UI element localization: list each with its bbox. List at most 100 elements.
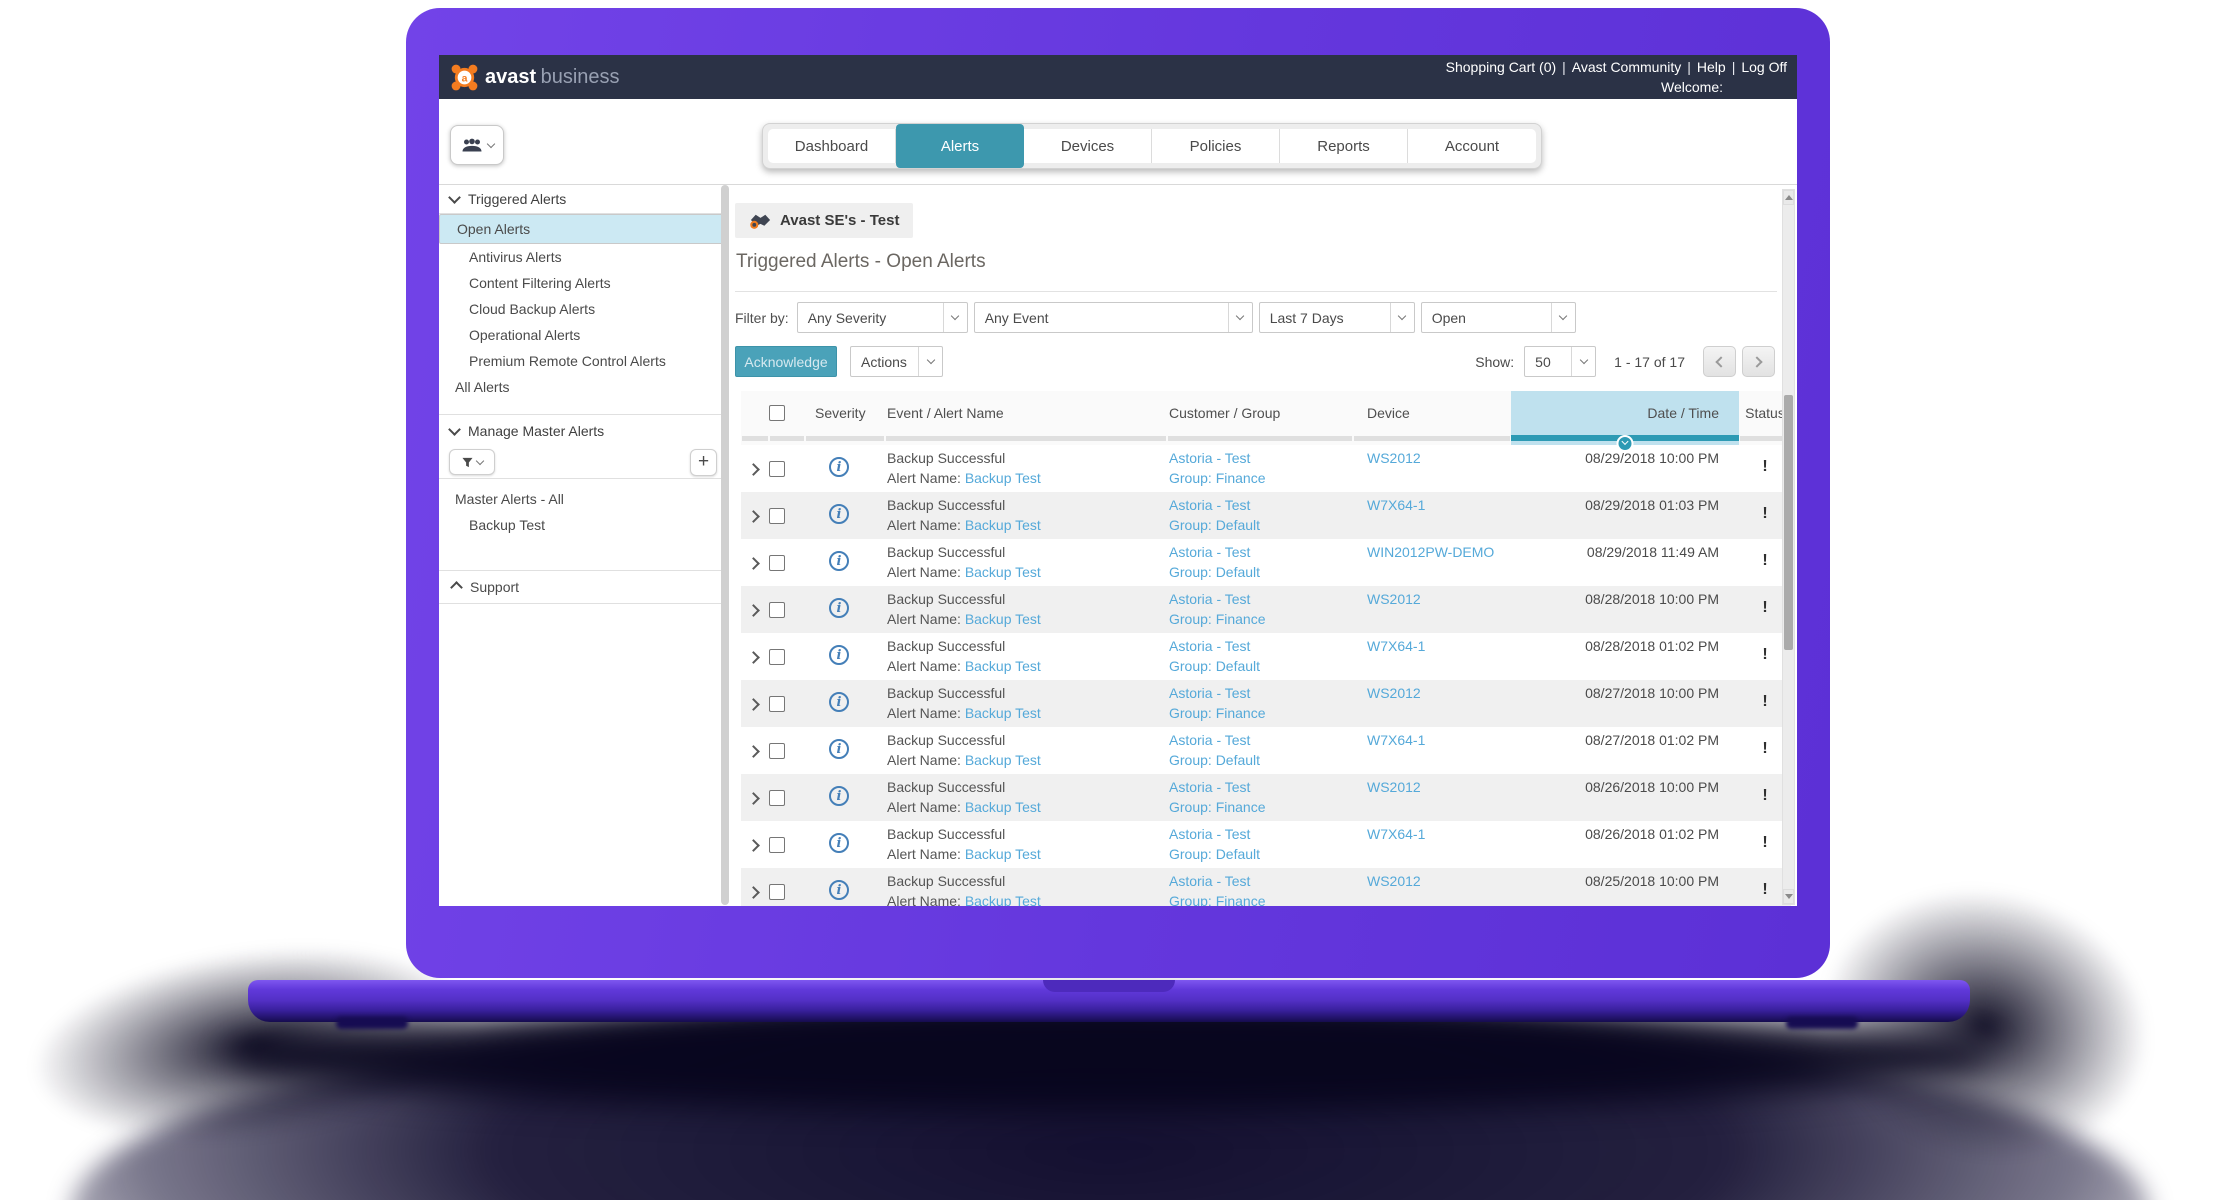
- header-severity[interactable]: Severity: [805, 391, 885, 445]
- sidebar-section-support[interactable]: Support: [439, 570, 729, 604]
- sort-indicator-icon[interactable]: [1616, 435, 1634, 452]
- row-checkbox[interactable]: [769, 649, 785, 665]
- row-checkbox[interactable]: [769, 837, 785, 853]
- severity-info-icon[interactable]: i: [829, 692, 849, 712]
- device-link[interactable]: W7X64-1: [1367, 497, 1426, 513]
- severity-info-icon[interactable]: i: [829, 598, 849, 618]
- group-link[interactable]: Group: Finance: [1169, 470, 1266, 486]
- device-link[interactable]: W7X64-1: [1367, 826, 1426, 842]
- filter-period-select[interactable]: Last 7 Days: [1258, 302, 1415, 333]
- tab-alerts[interactable]: Alerts: [896, 124, 1024, 168]
- group-link[interactable]: Group: Finance: [1169, 799, 1266, 815]
- alert-name-link[interactable]: Backup Test: [964, 799, 1041, 815]
- alert-name-link[interactable]: Backup Test: [964, 517, 1041, 533]
- customer-link[interactable]: Astoria - Test: [1169, 779, 1251, 795]
- device-link[interactable]: WS2012: [1367, 873, 1421, 889]
- row-checkbox[interactable]: [769, 602, 785, 618]
- customer-link[interactable]: Astoria - Test: [1169, 732, 1251, 748]
- group-link[interactable]: Group: Default: [1169, 752, 1261, 768]
- alert-name-link[interactable]: Backup Test: [964, 846, 1041, 862]
- group-link[interactable]: Group: Default: [1169, 846, 1261, 862]
- row-checkbox[interactable]: [769, 461, 785, 477]
- sidebar-item-antivirus-alerts[interactable]: Antivirus Alerts: [469, 249, 562, 265]
- organization-selector-button[interactable]: [450, 125, 504, 165]
- nav-link-log-off[interactable]: Log Off: [1741, 58, 1787, 75]
- filter-status-select[interactable]: Open: [1420, 302, 1576, 333]
- alert-name-link[interactable]: Backup Test: [964, 611, 1041, 627]
- row-expand-chevron-icon[interactable]: [747, 463, 760, 476]
- header-date-time-sorted[interactable]: Date / Time: [1511, 391, 1739, 452]
- next-page-button[interactable]: [1742, 346, 1775, 377]
- row-checkbox[interactable]: [769, 508, 785, 524]
- scrollbar-thumb[interactable]: [1784, 395, 1793, 650]
- group-link[interactable]: Group: Default: [1169, 658, 1261, 674]
- row-checkbox[interactable]: [769, 884, 785, 900]
- alert-name-link[interactable]: Backup Test: [964, 893, 1041, 906]
- header-customer-group[interactable]: Customer / Group: [1167, 391, 1353, 445]
- filter-severity-select[interactable]: Any Severity: [796, 302, 968, 333]
- alert-name-link[interactable]: Backup Test: [964, 705, 1041, 721]
- customer-link[interactable]: Astoria - Test: [1169, 826, 1251, 842]
- select-all-checkbox[interactable]: [769, 405, 785, 421]
- sidebar-item-backup-test[interactable]: Backup Test: [469, 517, 546, 533]
- customer-link[interactable]: Astoria - Test: [1169, 497, 1251, 513]
- severity-info-icon[interactable]: i: [829, 504, 849, 524]
- sidebar-item-open-alerts[interactable]: Open Alerts: [439, 214, 723, 244]
- device-link[interactable]: W7X64-1: [1367, 732, 1426, 748]
- content-scrollbar[interactable]: [1782, 189, 1795, 905]
- header-status[interactable]: Status: [1739, 391, 1791, 445]
- sidebar-item-all-alerts[interactable]: All Alerts: [455, 379, 510, 395]
- customer-link[interactable]: Astoria - Test: [1169, 591, 1251, 607]
- severity-info-icon[interactable]: i: [829, 786, 849, 806]
- customer-link[interactable]: Astoria - Test: [1169, 638, 1251, 654]
- customer-link[interactable]: Astoria - Test: [1169, 873, 1251, 889]
- group-link[interactable]: Group: Default: [1169, 564, 1261, 580]
- row-checkbox[interactable]: [769, 790, 785, 806]
- row-expand-chevron-icon[interactable]: [747, 651, 760, 664]
- header-device[interactable]: Device: [1353, 391, 1511, 445]
- tab-policies[interactable]: Policies: [1152, 129, 1280, 163]
- customer-link[interactable]: Astoria - Test: [1169, 544, 1251, 560]
- row-expand-chevron-icon[interactable]: [747, 510, 760, 523]
- sidebar-item-premium-remote-control-alerts[interactable]: Premium Remote Control Alerts: [469, 353, 666, 369]
- device-link[interactable]: WS2012: [1367, 685, 1421, 701]
- add-master-alert-button[interactable]: +: [690, 448, 717, 476]
- master-alerts-filter-button[interactable]: [449, 449, 495, 475]
- group-link[interactable]: Group: Finance: [1169, 611, 1266, 627]
- nav-link-shopping-cart-0[interactable]: Shopping Cart (0): [1445, 58, 1557, 75]
- row-expand-chevron-icon[interactable]: [747, 698, 760, 711]
- row-expand-chevron-icon[interactable]: [747, 745, 760, 758]
- previous-page-button[interactable]: [1703, 346, 1736, 377]
- sidebar-section-triggered-alerts[interactable]: Triggered Alerts: [439, 185, 729, 214]
- header-event-alert-name[interactable]: Event / Alert Name: [885, 391, 1167, 445]
- severity-info-icon[interactable]: i: [829, 551, 849, 571]
- row-checkbox[interactable]: [769, 555, 785, 571]
- alert-name-link[interactable]: Backup Test: [964, 658, 1041, 674]
- device-link[interactable]: W7X64-1: [1367, 638, 1426, 654]
- tab-dashboard[interactable]: Dashboard: [768, 129, 896, 163]
- customer-link[interactable]: Astoria - Test: [1169, 450, 1251, 466]
- row-expand-chevron-icon[interactable]: [747, 604, 760, 617]
- alert-name-link[interactable]: Backup Test: [964, 564, 1041, 580]
- scroll-up-arrow[interactable]: [1783, 190, 1794, 205]
- row-expand-chevron-icon[interactable]: [747, 839, 760, 852]
- nav-link-avast-community[interactable]: Avast Community: [1571, 58, 1682, 75]
- severity-info-icon[interactable]: i: [829, 739, 849, 759]
- alert-name-link[interactable]: Backup Test: [964, 470, 1041, 486]
- row-checkbox[interactable]: [769, 743, 785, 759]
- sidebar-item-content-filtering-alerts[interactable]: Content Filtering Alerts: [469, 275, 611, 291]
- breadcrumb[interactable]: Avast SE's - Test: [735, 203, 914, 238]
- sidebar-scrollbar[interactable]: [721, 185, 729, 905]
- actions-select[interactable]: Actions: [850, 346, 943, 377]
- device-link[interactable]: WS2012: [1367, 779, 1421, 795]
- row-checkbox[interactable]: [769, 696, 785, 712]
- sidebar-item-operational-alerts[interactable]: Operational Alerts: [469, 327, 581, 343]
- severity-info-icon[interactable]: i: [829, 645, 849, 665]
- group-link[interactable]: Group: Default: [1169, 517, 1261, 533]
- row-expand-chevron-icon[interactable]: [747, 792, 760, 805]
- page-size-select[interactable]: 50: [1524, 346, 1597, 377]
- acknowledge-button[interactable]: Acknowledge: [735, 346, 837, 377]
- scroll-down-arrow[interactable]: [1783, 889, 1794, 904]
- nav-link-help[interactable]: Help: [1696, 58, 1726, 75]
- device-link[interactable]: WS2012: [1367, 450, 1421, 466]
